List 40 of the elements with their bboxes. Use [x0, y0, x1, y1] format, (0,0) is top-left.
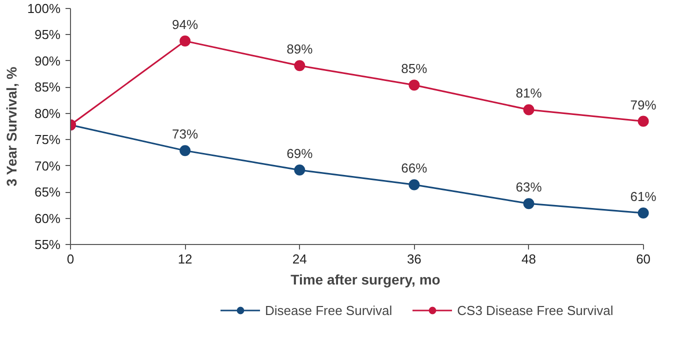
data-label: 66%	[401, 160, 428, 176]
x-tick-label: 48	[522, 252, 536, 266]
data-label: 79%	[630, 97, 657, 112]
x-tick-label: 36	[406, 252, 422, 266]
legend-label: Disease Free Survival	[265, 302, 392, 318]
point	[523, 198, 534, 210]
y-tick-label: 80%	[34, 106, 61, 121]
point	[294, 164, 306, 176]
point	[408, 80, 420, 91]
y-tick-label: 95%	[34, 27, 61, 42]
x-tick-label: 60	[636, 252, 651, 266]
point	[180, 145, 191, 156]
x-tick-label: 0	[66, 252, 74, 266]
x-tick-label: 24	[292, 252, 307, 266]
data-label: 85%	[401, 61, 428, 76]
legend-label: CS3 Disease Free Survival	[457, 302, 614, 318]
y-tick-label: 100%	[27, 1, 61, 16]
y-tick-label: 65%	[34, 184, 61, 200]
data-label: 89%	[286, 42, 314, 57]
y-tick-label: 60%	[34, 210, 61, 226]
y-tick-label: 90%	[34, 53, 61, 68]
point	[638, 116, 649, 127]
point	[638, 208, 649, 219]
data-label: 73%	[172, 126, 199, 142]
y-tick-label: 70%	[34, 158, 61, 174]
y-tick-label: 55%	[34, 237, 61, 252]
y-tick-label: 75%	[34, 132, 61, 148]
point	[294, 60, 306, 72]
data-label: 61%	[630, 189, 657, 204]
data-label: 69%	[286, 146, 314, 162]
y-tick-label: 85%	[34, 80, 61, 95]
point	[408, 179, 420, 190]
data-label: 63%	[516, 180, 542, 195]
y-axis-title: 3 Year Survival, %	[3, 66, 20, 186]
point	[523, 104, 534, 116]
data-label: 94%	[172, 17, 199, 32]
x-tick-label: 12	[178, 252, 192, 266]
data-label: 81%	[516, 86, 542, 101]
point	[180, 36, 191, 47]
x-axis-title: Time after surgery, mo	[290, 272, 440, 288]
